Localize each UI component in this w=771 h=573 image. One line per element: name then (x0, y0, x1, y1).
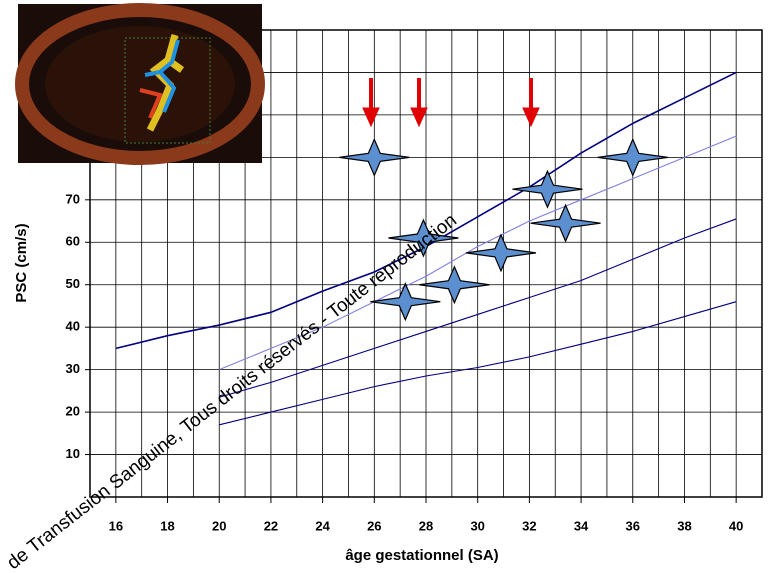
star-point (419, 265, 490, 305)
arrow-head (522, 107, 540, 128)
y-tick-label: 20 (66, 404, 80, 419)
star-point (370, 282, 441, 322)
curve (219, 218, 737, 398)
curve (219, 135, 737, 371)
x-tick-label: 22 (264, 518, 278, 533)
star-point (339, 137, 410, 177)
star-point (388, 218, 459, 258)
image-inner (45, 26, 235, 142)
y-axis-title: PSC (cm/s) (13, 223, 30, 302)
x-tick-label: 34 (574, 518, 589, 533)
image-ring (15, 3, 265, 165)
ultrasound-image (15, 3, 265, 165)
arrows (362, 78, 540, 128)
x-tick-label: 38 (677, 518, 691, 533)
x-tick-label: 30 (470, 518, 484, 533)
y-tick-label: 30 (66, 361, 80, 376)
y-tick-label: 60 (66, 234, 80, 249)
y-tick-label: 50 (66, 276, 80, 291)
x-tick-label: 32 (522, 518, 536, 533)
arrow-head (362, 107, 380, 128)
x-tick-label: 28 (419, 518, 433, 533)
x-tick-label: 16 (109, 518, 123, 533)
star-point (597, 137, 668, 177)
y-tick-label: 10 (66, 446, 80, 461)
x-tick-label: 26 (367, 518, 381, 533)
x-axis-title: âge gestationnel (SA) (345, 547, 498, 564)
x-tick-label: 20 (212, 518, 226, 533)
star-point (530, 203, 601, 243)
star-point (465, 233, 537, 273)
image-vessel (144, 39, 180, 113)
x-tick-label: 36 (626, 518, 640, 533)
x-tick-label: 18 (160, 518, 174, 533)
y-tick-label: 40 (66, 319, 80, 334)
star-point (512, 169, 583, 209)
x-tick-label: 40 (729, 518, 743, 533)
image-box (124, 37, 211, 144)
x-tick-label: 24 (315, 518, 330, 533)
arrow-head (410, 107, 428, 128)
image-vessel (139, 88, 163, 119)
y-tick-label: 70 (66, 191, 80, 206)
curve (219, 301, 737, 426)
